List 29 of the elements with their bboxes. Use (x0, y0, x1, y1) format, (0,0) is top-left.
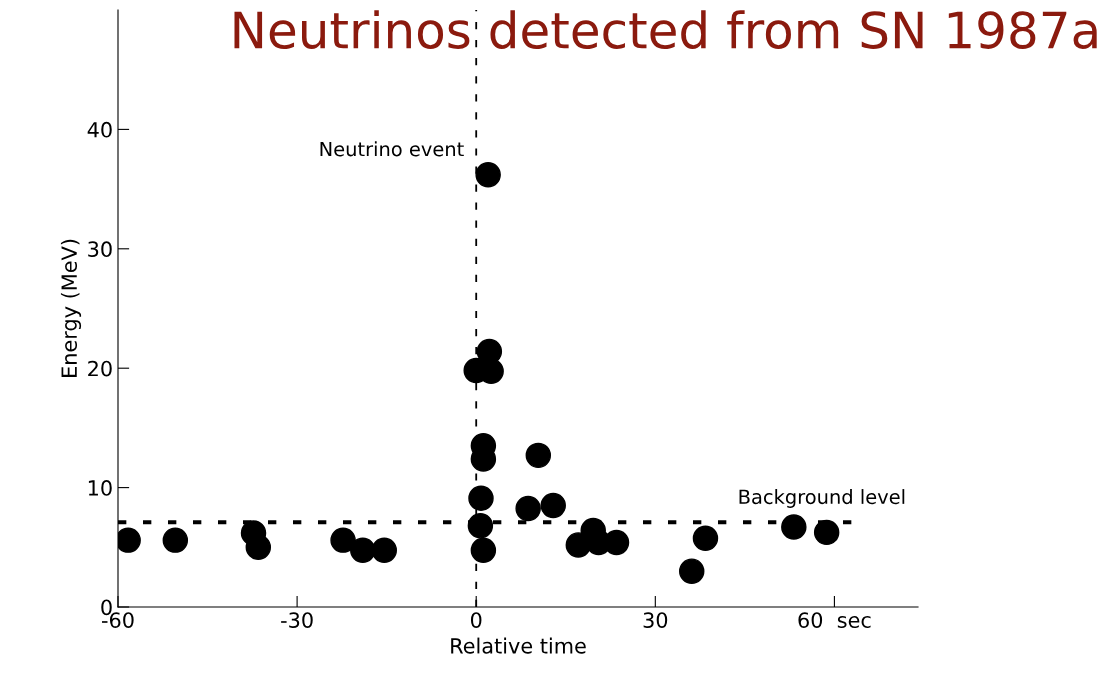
point (468, 485, 494, 512)
y-tick-label: 10 (88, 480, 112, 496)
point (467, 513, 494, 539)
point (475, 162, 501, 188)
point (813, 519, 840, 546)
point (245, 534, 272, 561)
x-tick-label: -30 (281, 612, 313, 628)
point (330, 527, 356, 553)
x-tick-label: 0 (470, 612, 482, 628)
point (781, 514, 807, 540)
ref-line-label: Neutrino event (320, 141, 464, 157)
y-tick-label: 30 (88, 241, 112, 258)
point (470, 537, 497, 564)
point (540, 492, 566, 519)
point (371, 537, 397, 564)
point (692, 525, 719, 552)
point (525, 442, 552, 469)
chart-title: Neutrinos detected from SN 1987a (234, 10, 1097, 49)
point (679, 558, 705, 584)
x-axis-title: Relative time (451, 637, 586, 654)
point (162, 527, 189, 553)
y-tick-label: 20 (88, 360, 112, 377)
x-tick-label: 30 (643, 612, 668, 628)
x-tick-label: 60 sec (798, 612, 871, 628)
point (515, 495, 541, 522)
point (350, 537, 376, 564)
ref-line-label: Background level (739, 489, 905, 508)
y-tick-label: 40 (87, 121, 112, 138)
y-axis-title: Energy (MeV) (60, 239, 82, 377)
